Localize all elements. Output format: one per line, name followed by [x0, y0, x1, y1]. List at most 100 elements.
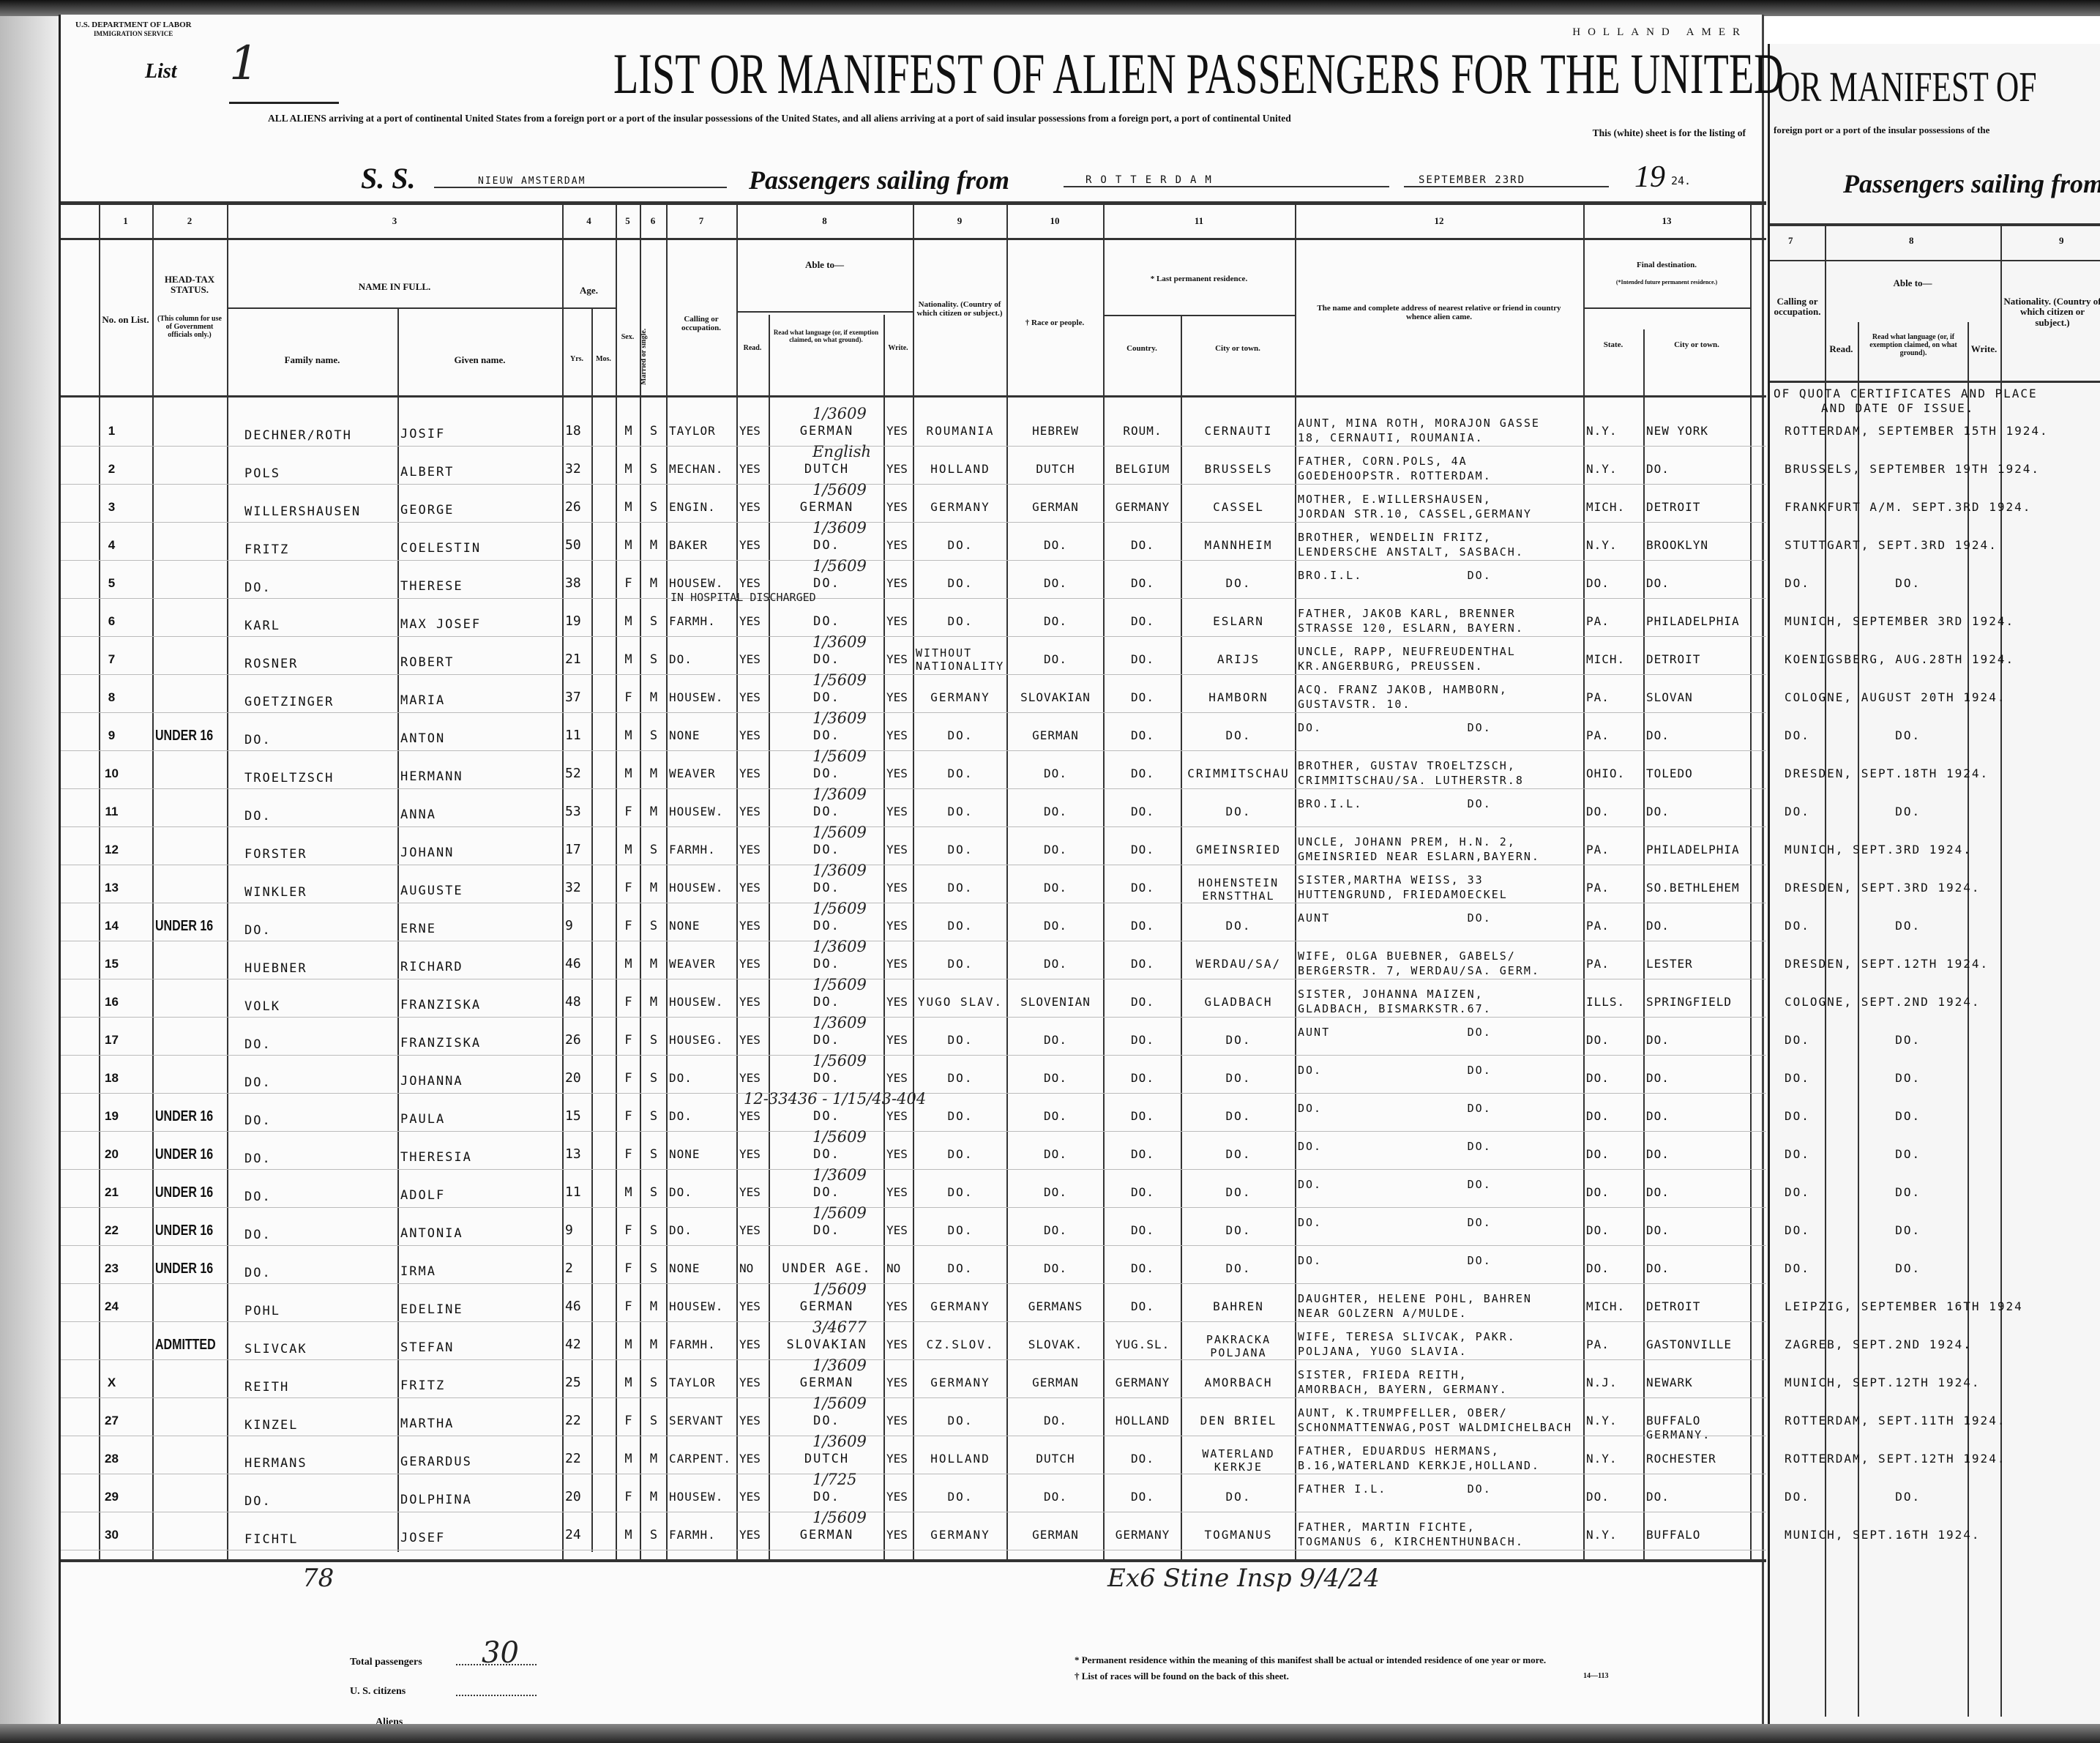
- residence-city: DO.: [1225, 1147, 1252, 1161]
- residence-city: TOGMANUS: [1204, 1528, 1273, 1542]
- race: DO.: [1044, 881, 1067, 895]
- passenger-row: 11 DO. ANNA 53 F M HOUSEW. YES DO. YES DO. DO. DO. DO…: [61, 785, 1766, 832]
- race: DO.: [1044, 652, 1067, 666]
- residence-city: CASSEL: [1213, 500, 1264, 514]
- family-name: GOETZINGER: [244, 695, 335, 709]
- race: DO.: [1044, 957, 1067, 971]
- passenger-row: 12 FORSTER JOHANN 17 M S FARMH. YES DO. YES DO. DO.…: [61, 824, 1766, 870]
- quota-certificate: DO. DO.: [1785, 1147, 1921, 1161]
- residence-country: DO.: [1131, 538, 1154, 552]
- head-tax-status: ADMITTED: [155, 1337, 216, 1353]
- occupation: HOUSEW.: [669, 1299, 724, 1313]
- row-number: 8: [108, 690, 116, 704]
- given-name: AUGUSTE: [400, 884, 463, 898]
- header-head-tax-note: (This column for use of Government offic…: [157, 315, 222, 339]
- col-number: 7: [1788, 235, 1793, 246]
- age-years: 52: [565, 766, 581, 781]
- residence-country: DO.: [1131, 805, 1154, 818]
- quota-certificate: ROTTERDAM, SEPT.11TH 1924.: [1785, 1414, 2006, 1427]
- age-years: 21: [565, 652, 581, 667]
- column-divider: [736, 201, 738, 1559]
- race: DO.: [1044, 1490, 1067, 1504]
- header-calling: Calling or occupation.: [681, 315, 722, 333]
- can-read: YES: [739, 1147, 761, 1161]
- col-calling: Calling or occupation.: [1774, 296, 1821, 318]
- passenger-row: 13 WINKLER AUGUSTE 32 F M HOUSEW. YES DO. YES DO. D…: [61, 862, 1766, 908]
- header-dest-city: City or town.: [1674, 340, 1719, 349]
- can-read: YES: [739, 1033, 761, 1047]
- read-language: DO.: [813, 538, 840, 553]
- handwritten-annotation: 1/3609: [812, 519, 867, 537]
- marital-status: S: [649, 1185, 658, 1200]
- handwritten-annotation: 1/3609: [812, 633, 867, 651]
- can-read: YES: [739, 576, 761, 590]
- race: DO.: [1044, 614, 1067, 628]
- can-read: YES: [739, 805, 761, 818]
- marital-status: S: [649, 424, 658, 438]
- row-rule: [61, 1321, 1766, 1322]
- header-nationality: Nationality. (Country of which citizen o…: [916, 300, 1003, 318]
- residence-city: CRIMMITSCHAU: [1187, 766, 1290, 780]
- age-years: 46: [565, 1299, 581, 1314]
- read-language: DUTCH: [804, 462, 850, 477]
- sex: M: [624, 538, 632, 553]
- head-tax-status: UNDER 16: [155, 1108, 214, 1124]
- nationality: GERMANY: [930, 500, 990, 514]
- can-read: YES: [739, 1452, 761, 1466]
- read-language: DO.: [813, 881, 840, 895]
- occupation: TAYLOR: [669, 424, 716, 438]
- handwritten-annotation: 1/3609: [812, 709, 867, 727]
- relative-address: MOTHER, E.WILLERSHAUSEN,: [1298, 493, 1492, 506]
- residence-city: DO.: [1225, 576, 1252, 590]
- can-read: YES: [739, 1490, 761, 1504]
- row-rule: [61, 712, 1766, 713]
- given-name: DOLPHINA: [400, 1493, 472, 1507]
- race: DO.: [1044, 766, 1067, 780]
- read-language: DO.: [813, 576, 840, 591]
- relative-address: FATHER, EDUARDUS HERMANS,: [1298, 1444, 1500, 1458]
- can-write: YES: [886, 1452, 908, 1466]
- destination-state: DO.: [1586, 576, 1610, 590]
- can-write: YES: [886, 1033, 908, 1047]
- residence-city: BRUSSELS: [1204, 462, 1273, 476]
- residence-country: DO.: [1131, 957, 1154, 971]
- handwritten-annotation: 12-33436 - 1/15/43-404: [744, 1090, 927, 1108]
- header-yrs: Yrs.: [569, 355, 584, 363]
- residence-country: DO.: [1131, 1223, 1154, 1237]
- passenger-row: 29 DO. DOLPHINA 20 F M HOUSEW. YES DO. YES DO. DO. D…: [61, 1471, 1766, 1518]
- family-name: DECHNER/ROTH: [244, 428, 352, 443]
- occupation: DO.: [669, 1109, 692, 1123]
- nationality: DO.: [947, 1490, 974, 1504]
- relative-address: AUNT DO.: [1298, 1026, 1492, 1039]
- row-number: 2: [108, 462, 116, 476]
- relative-address: DO. DO.: [1298, 1102, 1492, 1115]
- header-destination-note: (*Intended future permanent residence.): [1615, 279, 1718, 285]
- destination-city: NEW YORK: [1646, 424, 1709, 438]
- given-name: JOHANN: [400, 846, 455, 860]
- nationality: DO.: [947, 1109, 974, 1123]
- marital-status: M: [649, 1337, 658, 1352]
- can-write: NO: [886, 1261, 901, 1275]
- row-number: 16: [105, 995, 119, 1009]
- family-name: WILLERSHAUSEN: [244, 504, 362, 519]
- read-language: DO.: [813, 1109, 840, 1124]
- passenger-row: 30 FICHTL JOSEF 24 M S FARMH. YES GERMAN YES GERMA…: [61, 1509, 1766, 1556]
- header-no: No. on List.: [102, 314, 149, 325]
- destination-state: PA.: [1586, 881, 1610, 895]
- sex: F: [624, 576, 632, 591]
- column-divider: [591, 307, 593, 1552]
- can-read: YES: [739, 919, 761, 933]
- relative-address: DO. DO.: [1298, 721, 1492, 734]
- marital-status: S: [649, 500, 658, 515]
- handwritten-annotation: 1/5609: [812, 1395, 867, 1412]
- race: DUTCH: [1036, 1452, 1075, 1466]
- destination-state: N.Y.: [1586, 1452, 1618, 1466]
- row-rule: [61, 1207, 1766, 1208]
- can-write: YES: [886, 995, 908, 1009]
- relative-address-2: BERGERSTR. 7, WERDAU/SA. GERM.: [1298, 964, 1540, 977]
- can-write: YES: [886, 843, 908, 856]
- can-write: YES: [886, 500, 908, 514]
- can-write: YES: [886, 1109, 908, 1123]
- row-number: 17: [105, 1033, 119, 1047]
- divider: [562, 307, 616, 309]
